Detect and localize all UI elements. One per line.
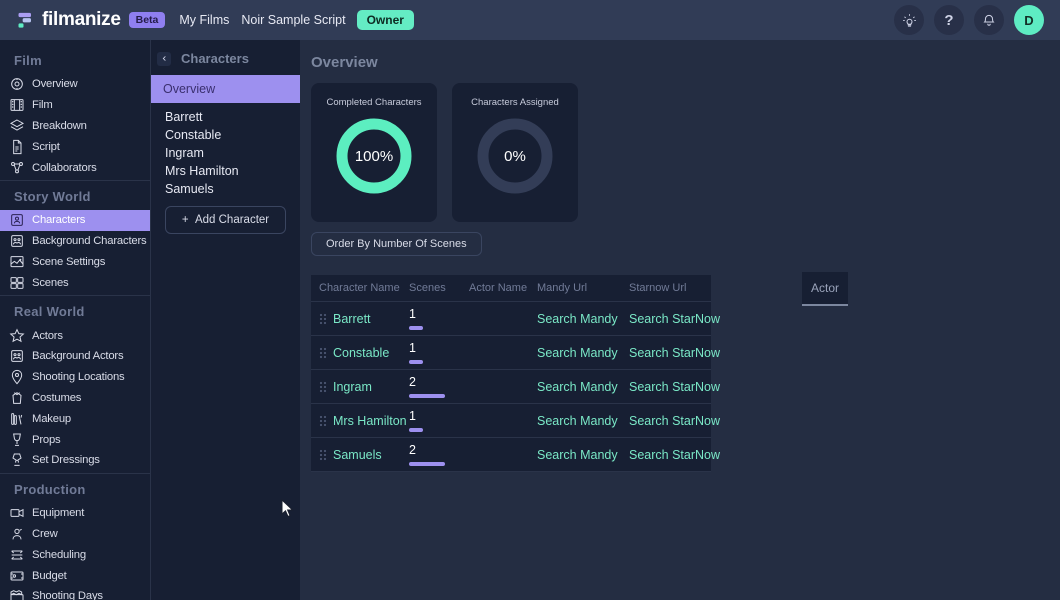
svg-text:0%: 0% bbox=[504, 148, 526, 165]
svg-text:100%: 100% bbox=[355, 148, 393, 165]
